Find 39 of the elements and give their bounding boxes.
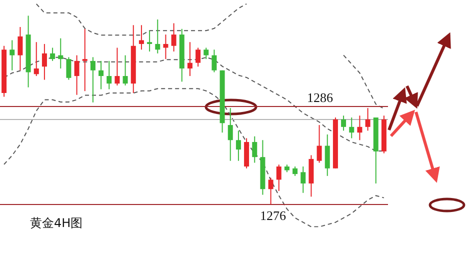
candlestick	[42, 43, 47, 80]
candlestick	[82, 28, 88, 92]
candlestick	[171, 22, 176, 52]
candlestick	[204, 47, 209, 60]
candlestick	[292, 166, 298, 176]
candlestick	[196, 47, 201, 68]
candlestick	[147, 30, 152, 52]
candlestick	[66, 56, 72, 80]
candlestick	[341, 115, 346, 132]
candlestick	[155, 18, 160, 54]
candlestick	[187, 42, 192, 77]
candlestick	[300, 166, 306, 194]
candlestick	[236, 130, 241, 162]
candlestick	[252, 136, 258, 164]
candlestick	[212, 49, 217, 73]
candlestick	[98, 60, 104, 90]
candlestick	[365, 108, 370, 132]
candlestick	[58, 38, 64, 69]
candlestick	[357, 115, 362, 141]
candlestick	[10, 40, 15, 71]
candlestick	[276, 164, 282, 192]
annotation: 1276	[260, 208, 286, 223]
candlestick	[138, 24, 144, 50]
candlestick	[74, 54, 80, 96]
candlestick	[268, 177, 274, 205]
candlestick	[106, 60, 112, 90]
candlestick	[90, 56, 96, 103]
candlestick	[228, 108, 233, 162]
candlestick	[349, 116, 354, 139]
candlestick	[114, 47, 120, 86]
candlestick	[316, 124, 322, 164]
candlestick	[163, 34, 168, 60]
candlestick	[324, 134, 330, 176]
candlestick	[18, 26, 23, 71]
candlestick	[34, 42, 39, 77]
candlestick	[50, 47, 56, 62]
annotation: 黄金4H图	[30, 216, 83, 230]
candlestick	[122, 54, 128, 86]
annotation: 1286	[307, 90, 334, 105]
